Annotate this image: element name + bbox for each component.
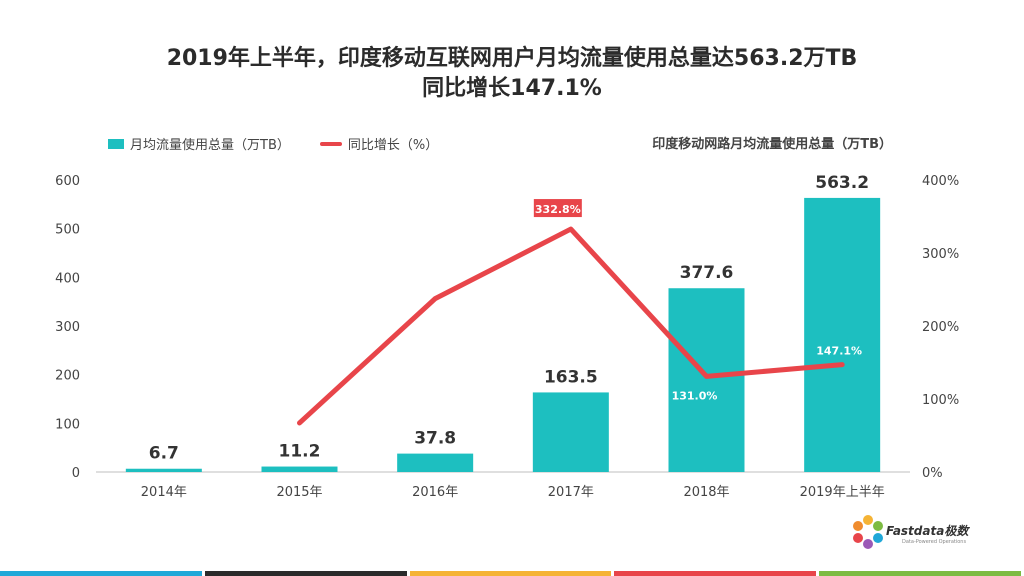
chart-subtitle: 印度移动网路月均流量使用总量（万TB） (652, 137, 892, 152)
y-left-tick-label: 600 (55, 174, 80, 189)
line-value-label: 131.0% (672, 389, 718, 402)
y-left-tick-label: 0 (72, 466, 80, 481)
x-tick-label: 2016年 (412, 485, 458, 500)
strip-segment (819, 571, 1021, 576)
y-right-tick-label: 400% (922, 174, 959, 189)
legend-bar-swatch (108, 138, 124, 149)
chart-title: 2019年上半年，印度移动互联网用户月均流量使用总量达563.2万TB 同比增长… (0, 44, 1024, 104)
bar (668, 288, 745, 472)
y-right-tick-label: 100% (922, 393, 959, 408)
bar (532, 392, 609, 472)
y-left-tick-label: 300 (55, 320, 80, 335)
x-tick-label: 2014年 (141, 485, 187, 500)
y-left-tick-label: 100 (55, 417, 80, 432)
bar (125, 468, 202, 472)
x-tick-label: 2015年 (276, 485, 322, 500)
legend-line-swatch (319, 141, 342, 146)
bar-value-label: 563.2 (815, 173, 869, 193)
title-line-2: 同比增长147.1% (422, 76, 602, 101)
logo-text: Fastdata极数 (886, 524, 969, 538)
x-tick-label: 2018年 (683, 485, 729, 500)
y-right-tick-label: 200% (922, 320, 959, 335)
strip-segment (0, 571, 202, 576)
legend-bar-label: 月均流量使用总量（万TB） (130, 138, 290, 153)
bar (804, 197, 881, 472)
bar-value-label: 6.7 (149, 444, 179, 464)
strip-segment (204, 571, 407, 576)
y-left-tick-label: 500 (55, 223, 80, 238)
fastdata-logo: Fastdata极数 Data-Powered Operations (850, 512, 990, 552)
x-tick-label: 2017年 (548, 485, 594, 500)
strip-segment (614, 571, 817, 576)
y-right-tick-label: 0% (922, 466, 943, 481)
line-label-box (533, 199, 582, 218)
bottom-color-strip (0, 571, 1024, 576)
x-tick-label: 2019年上半年 (800, 485, 885, 500)
legend: 月均流量使用总量（万TB） 同比增长（%） (108, 134, 438, 153)
bar (397, 453, 474, 472)
flower-logo-icon (853, 515, 883, 549)
bar-value-label: 163.5 (544, 367, 598, 387)
logo-tagline: Data-Powered Operations (902, 539, 967, 545)
line-value-label: 147.1% (816, 345, 862, 358)
line-value-label: 332.8% (535, 203, 581, 216)
bar-value-label: 377.6 (680, 263, 734, 283)
y-right-tick-label: 300% (922, 247, 959, 262)
legend-line-label: 同比增长（%） (347, 138, 439, 153)
bar-value-label: 37.8 (414, 429, 456, 449)
growth-line (297, 226, 845, 426)
strip-segment (409, 571, 612, 576)
bar (261, 466, 338, 472)
title-line-1: 2019年上半年，印度移动互联网用户月均流量使用总量达563.2万TB (166, 46, 858, 71)
bar-value-label: 11.2 (279, 442, 321, 462)
y-left-tick-label: 400 (55, 271, 80, 286)
y-left-tick-label: 200 (55, 369, 80, 384)
